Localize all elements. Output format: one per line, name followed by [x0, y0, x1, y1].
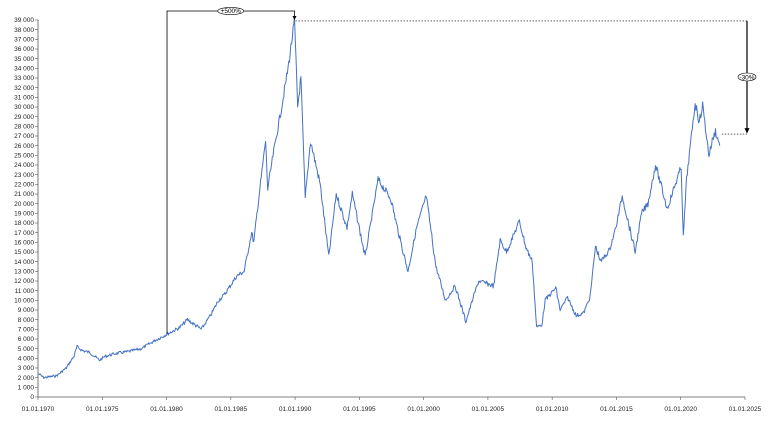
gain-label-badge [217, 7, 245, 15]
x-tick-label: 01.01.2000 [407, 406, 440, 413]
y-tick-label: 18 000 [14, 220, 34, 227]
y-tick-label: 15 000 [14, 249, 34, 256]
x-tick-label: 01.01.2005 [472, 406, 505, 413]
y-tick-label: 0 [30, 394, 34, 401]
y-tick-label: 5 000 [18, 346, 35, 353]
y-tick-label: 33 000 [14, 75, 34, 82]
drop-arrowhead [744, 128, 750, 134]
y-tick-label: 16 000 [14, 240, 34, 247]
y-tick-label: 19 000 [14, 211, 34, 218]
x-tick-label: 01.01.2010 [536, 406, 569, 413]
y-tick-label: 6 000 [18, 336, 35, 343]
y-tick-label: 8 000 [18, 317, 35, 324]
y-tick-label: 31 000 [14, 95, 34, 102]
y-tick-label: 35 000 [14, 56, 34, 63]
x-tick-label: 01.01.1970 [22, 406, 55, 413]
y-tick-label: 9 000 [18, 307, 35, 314]
y-tick-label: 4 000 [18, 356, 35, 363]
y-axis: 0 1 000 2 000 3 000 4 000 5 000 6 000 7 000 8 00… [14, 17, 39, 401]
y-tick-label: 3 000 [18, 365, 35, 372]
gain-arrowhead [292, 15, 297, 20]
y-tick-label: 38 000 [14, 27, 34, 34]
y-tick-label: 11 000 [15, 288, 35, 295]
series-group [38, 16, 721, 380]
y-tick-label: 20 000 [14, 201, 34, 208]
y-tick-label: 24 000 [14, 162, 34, 169]
x-tick-label: 01.01.1980 [150, 406, 183, 413]
y-tick-label: 36 000 [14, 46, 34, 53]
y-tick-label: 26 000 [14, 143, 34, 150]
y-tick-label: 37 000 [14, 37, 34, 44]
annotations: +500% -30% [166, 7, 757, 335]
y-tick-label: 27 000 [14, 133, 34, 140]
x-tick-label: 01.01.1985 [215, 406, 248, 413]
x-tick-label: 01.01.2020 [664, 406, 697, 413]
y-tick-label: 21 000 [14, 191, 34, 198]
y-tick-label: 23 000 [14, 172, 34, 179]
y-tick-label: 12 000 [14, 278, 34, 285]
x-tick-label: 01.01.2025 [729, 406, 762, 413]
drop-label: -30% [739, 74, 754, 81]
x-axis: 01.01.1970 01.01.1975 01.01.1980 01.01.1985… [22, 396, 762, 413]
x-tick-label: 01.01.1975 [86, 406, 119, 413]
y-tick-label: 34 000 [14, 66, 34, 73]
series-line [38, 16, 721, 380]
y-tick-label: 13 000 [14, 269, 34, 276]
y-tick-label: 39 000 [14, 17, 34, 24]
x-tick-label: 01.01.1990 [279, 406, 312, 413]
y-tick-label: 7 000 [18, 327, 35, 334]
x-tick-label: 01.01.2015 [600, 406, 633, 413]
y-tick-label: 30 000 [14, 104, 34, 111]
y-tick-label: 32 000 [14, 85, 34, 92]
y-tick-label: 2 000 [18, 375, 35, 382]
y-tick-label: 1 000 [18, 385, 35, 392]
gain-label: +500% [221, 8, 242, 15]
x-tick-label: 01.01.1995 [343, 406, 376, 413]
y-tick-label: 25 000 [14, 153, 34, 160]
y-tick-label: 29 000 [14, 114, 34, 121]
y-tick-label: 22 000 [14, 182, 34, 189]
y-tick-label: 17 000 [14, 230, 34, 237]
drop-label-badge [737, 72, 757, 82]
y-tick-label: 28 000 [14, 124, 34, 131]
y-tick-label: 10 000 [14, 298, 34, 305]
y-tick-label: 14 000 [14, 259, 34, 266]
